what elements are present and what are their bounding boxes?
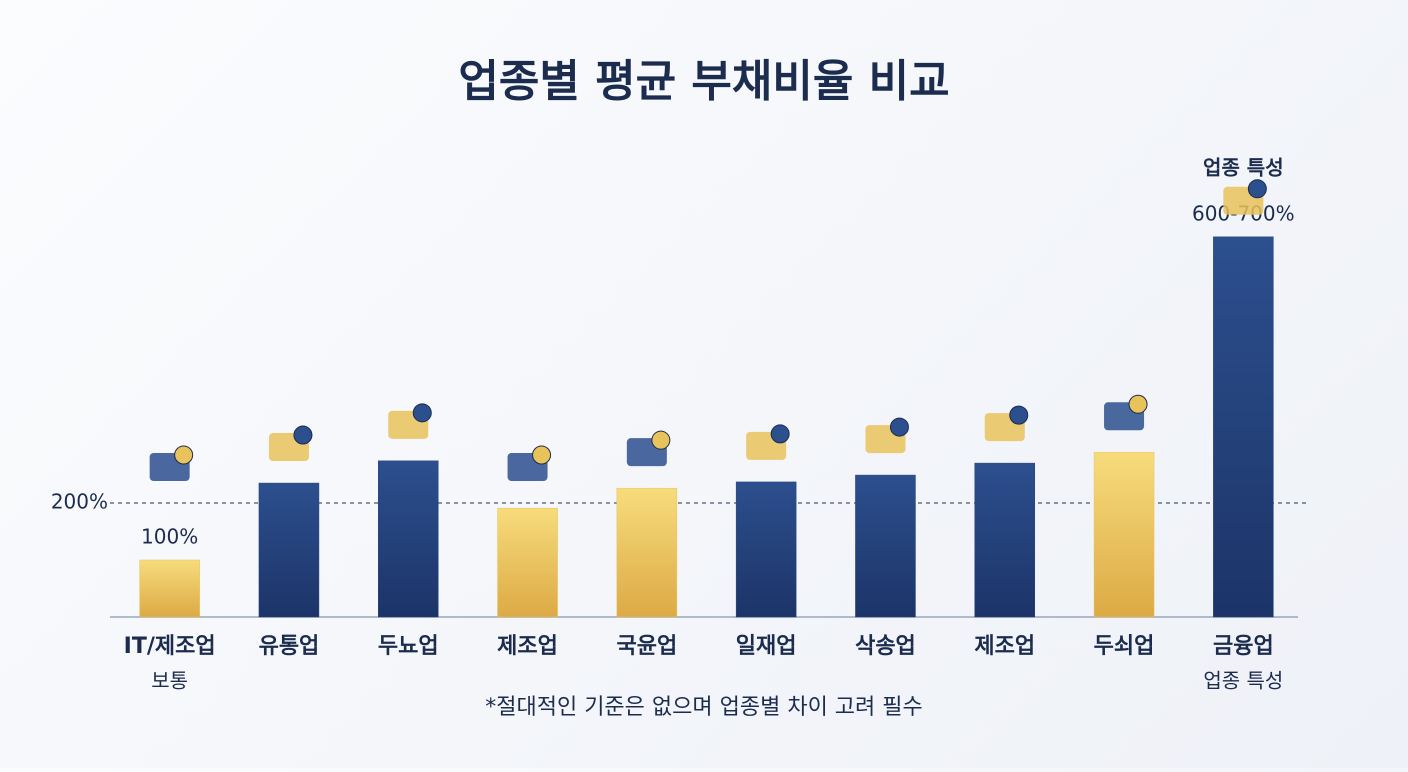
x-tick-label: IT/제조업 <box>124 634 216 659</box>
x-tick-label: 일재업 <box>736 634 797 659</box>
bar <box>497 507 558 618</box>
x-tick-label: 제조업 <box>974 634 1035 659</box>
bar <box>378 460 439 618</box>
icon <box>293 425 313 445</box>
icon <box>651 430 671 450</box>
x-tick-label: 삭송업 <box>855 634 916 659</box>
x-sub-label: 보통 <box>151 669 188 693</box>
x-sub-label: 업종 특성 <box>1203 669 1283 693</box>
bar <box>1093 452 1155 618</box>
footnote: *절대적인 기준은 없으며 업종별 차이 고려 필수 <box>485 695 923 720</box>
icon <box>412 403 432 423</box>
bar <box>855 474 916 618</box>
bar <box>1213 236 1274 618</box>
value-label: 100% <box>141 525 198 549</box>
chart-title: 업종별 평균 부채비율 비교 <box>458 56 949 107</box>
x-tick-label: 국윤업 <box>616 634 677 659</box>
x-tick-label: 두쇠업 <box>1094 634 1155 659</box>
x-tick-label: 금융업 <box>1213 634 1274 659</box>
icon <box>1247 179 1267 199</box>
icon <box>1009 405 1029 425</box>
reference-label: 200% <box>51 490 108 514</box>
icon <box>532 445 552 465</box>
top-note: 업종 특성 <box>1203 155 1284 179</box>
bar <box>616 487 678 618</box>
bar <box>735 481 797 618</box>
x-tick-label: 유통업 <box>259 634 320 659</box>
icon <box>174 445 194 465</box>
bar <box>974 462 1035 618</box>
icon <box>770 424 790 444</box>
x-tick-label: 두뇨업 <box>378 634 439 659</box>
icon <box>1128 394 1148 414</box>
x-tick-label: 제조업 <box>497 634 558 659</box>
bar <box>139 559 200 618</box>
icon <box>889 417 909 437</box>
bar <box>258 482 320 618</box>
